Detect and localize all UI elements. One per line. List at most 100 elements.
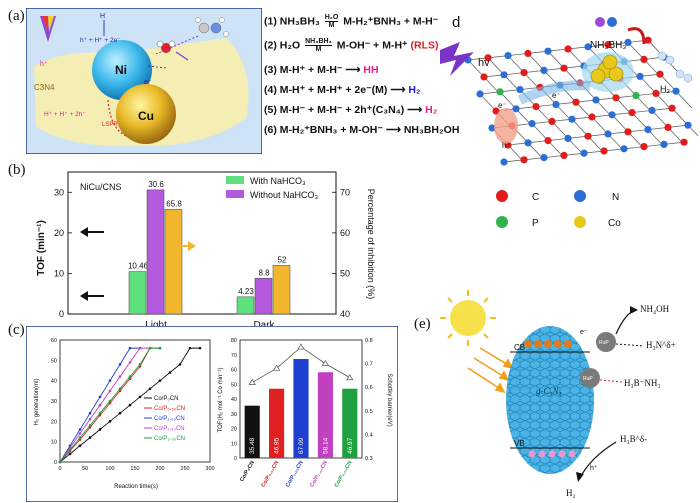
sun-rays <box>440 290 496 346</box>
legend-n-dot <box>574 190 586 202</box>
sun-icon <box>450 300 486 336</box>
copper-sphere <box>116 84 176 144</box>
c-schottky-point-2 <box>297 343 305 350</box>
c-line-point-4-2 <box>78 436 82 439</box>
lattice-atom-64 <box>580 149 588 157</box>
hv-label: hv <box>478 57 490 69</box>
lattice-atom-5 <box>564 45 572 53</box>
c-line-point-4-4 <box>98 411 102 415</box>
c-line-point-3-2 <box>78 432 82 435</box>
c-schottky-point-1 <box>272 364 281 371</box>
c-line-point-0-8 <box>138 395 142 399</box>
lattice-atom-43 <box>548 117 556 125</box>
e-h3n: H₃N^δ+ <box>646 340 676 350</box>
lattice-atom-3 <box>524 49 532 58</box>
b-bar-label-dark-0: 4.23 <box>238 287 254 296</box>
lattice-atom-4 <box>544 47 552 55</box>
c-bar-ytick-right-0.8: 0.8 <box>365 338 373 344</box>
b-subtitle: NiCu/CNS <box>80 182 122 192</box>
c-line-point-0-14 <box>198 346 202 350</box>
c-schottky-point-0 <box>248 378 256 385</box>
c-line-point-2-7 <box>128 346 132 350</box>
c-line-point-4-9 <box>148 346 152 350</box>
e-material: g-C₃N₄ <box>536 386 562 396</box>
lattice-atom-13 <box>540 66 548 74</box>
c-line-point-3-3 <box>88 418 92 421</box>
b-legend-with: With NaHCO₃ <box>250 176 306 186</box>
c-line-point-4-0 <box>58 460 62 464</box>
lattice-atom-63 <box>560 151 568 159</box>
c-bar-label-3: 58.14 <box>322 437 329 454</box>
c-bar-ytick-50: 50 <box>231 382 237 388</box>
b-legend: With NaHCO₃ Without NaHCO₃ <box>226 176 319 200</box>
c-line-point-3-6 <box>118 375 122 378</box>
c-line-ytick-20: 20 <box>51 419 57 425</box>
lattice-atom-68 <box>660 140 668 148</box>
e-ru2: RuP <box>583 376 593 382</box>
c-line-xtick-100: 100 <box>105 466 114 472</box>
c-bar-ytick-40: 40 <box>231 397 237 403</box>
lattice-atom-55 <box>604 130 612 138</box>
ammonia-borane-icon <box>198 22 210 34</box>
c-outer-frame <box>26 326 398 502</box>
c-bar-ytick-right-0.6: 0.6 <box>365 385 373 391</box>
lattice-atom-22 <box>516 86 524 94</box>
c-line-point-0-12 <box>178 363 182 366</box>
e-h2: H₂ <box>566 488 576 498</box>
lattice-atom-11 <box>500 71 508 79</box>
c-bar-ytick-right-0.3: 0.3 <box>365 456 373 462</box>
c-bar-label-1: 46.95 <box>274 437 281 454</box>
b-legend-without: Without NaHCO₃ <box>250 190 319 200</box>
e-nh4oh: NH₄OH <box>640 304 670 314</box>
panel-b-chart: NiCu/CNS With NaHCO₃ Without NaHCO₃ 10.4… <box>36 171 376 331</box>
b-bars: 10.46 30.6 65.8 4.23 8.8 52 <box>128 180 291 315</box>
c-bar-ylabel-right: Schottky barrier(eV) <box>386 373 392 426</box>
c-bar-ytick-right-0.4: 0.4 <box>365 432 373 438</box>
c-line-legend: Co/P₀CN Co/P₀.₅₀CN Co/P₁.₀₀CN Co/P₁.₅₀CN… <box>144 396 185 442</box>
lattice-atom-6 <box>584 43 592 51</box>
lattice-atom-12 <box>520 69 528 77</box>
c-line-ticks: 0 50 100 150 200 250 300 0 10 20 30 40 50 60 <box>51 338 215 472</box>
reaction-6: (6) M-H₂⁺BNH₃ + M-OH⁻ ⟶ NH₃BH₂OH <box>264 124 460 136</box>
lattice-atom-51 <box>524 139 532 147</box>
lattice-atom-66 <box>620 145 628 153</box>
b-bar-dark-1 <box>254 278 273 315</box>
c-bar-ytick-60: 60 <box>231 368 237 374</box>
panel-c-label: (c) <box>8 322 25 338</box>
scheme-cu-label: Cu <box>138 109 154 123</box>
b-ytick-right-50: 50 <box>340 268 350 278</box>
c-line-point-0-2 <box>78 444 82 448</box>
c-bar-ytick-10: 10 <box>231 441 237 447</box>
c-legend-2: Co/P₁.₀₀CN <box>154 416 185 422</box>
panel-e-scheme: CB VB g-C₃N₄ e⁻ RuP RuP NH₄OH H₃N^δ+ H₃B… <box>440 290 676 498</box>
b-bar-dark-2 <box>272 265 291 315</box>
lattice-atom-36 <box>612 94 620 102</box>
lattice-atom-53 <box>564 134 572 142</box>
b-ytick-20: 20 <box>54 228 64 238</box>
c-schottky-point-3 <box>321 359 330 366</box>
lattice-atom-59 <box>684 121 692 129</box>
panel-b-label: (b) <box>8 162 26 178</box>
e-hole: h⁺ <box>590 465 598 472</box>
e-arrow-hole <box>579 441 617 479</box>
lattice-atom-37 <box>632 92 640 100</box>
reaction-4: (4) M-H⁺ + M-H⁺ + 2e⁻(M) ⟶ H₂ <box>264 84 421 96</box>
legend-co-label: Co <box>608 218 621 229</box>
c-line-xtick-150: 150 <box>130 466 139 472</box>
scheme-h-label: H <box>100 13 105 20</box>
c-line-point-3-5 <box>108 389 112 393</box>
light-arrows <box>467 347 514 394</box>
lattice-atom-21 <box>496 88 504 96</box>
c-bar-label-2: 67.09 <box>298 437 305 454</box>
c-line-point-0-4 <box>98 428 102 431</box>
b-bar-dark-0 <box>236 296 255 315</box>
lattice-atom-20 <box>476 90 484 98</box>
c-bar-ylabel: TOF(H₂ mol⁻¹ Co min⁻¹) <box>218 368 224 433</box>
b-y-ticks: 0 10 20 30 <box>54 187 72 319</box>
release-arrow <box>627 27 646 45</box>
e-h3b-nh3: H₃B⁻NH₃ <box>624 378 661 388</box>
b-ylabel-right: Percentage of inhibition (%) <box>366 189 376 300</box>
scheme-hole-label: H⁺ + H⁺ + 2h⁺ <box>44 111 86 118</box>
b-ytick-right-60: 60 <box>340 228 350 238</box>
b-ytick-right-40: 40 <box>340 309 350 319</box>
